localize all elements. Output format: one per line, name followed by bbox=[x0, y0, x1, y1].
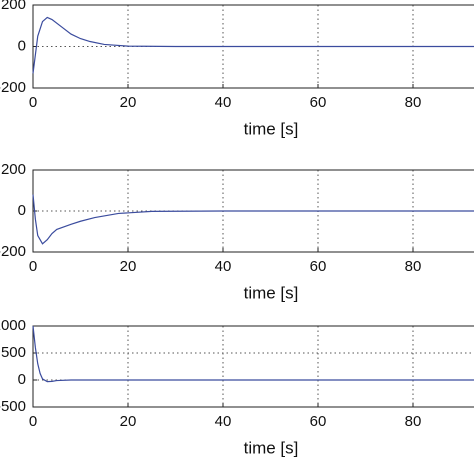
x-axis-label: time [s] bbox=[244, 119, 299, 138]
x-tick-label: 20 bbox=[120, 258, 137, 275]
y-tick-label: 0 bbox=[18, 371, 26, 388]
x-tick-label: 20 bbox=[120, 94, 137, 111]
x-tick-label: 40 bbox=[215, 413, 232, 430]
x-tick-label: 60 bbox=[310, 258, 327, 275]
y-tick-label: -200 bbox=[0, 243, 26, 260]
x-tick-label: 20 bbox=[120, 413, 137, 430]
y-tick-label: 200 bbox=[1, 0, 26, 13]
y-tick-label: -200 bbox=[0, 79, 26, 96]
x-tick-label: 60 bbox=[310, 413, 327, 430]
series-line bbox=[32, 194, 474, 245]
x-tick-label: 40 bbox=[215, 258, 232, 275]
series-line bbox=[32, 16, 474, 74]
y-tick-label: 0 bbox=[18, 202, 26, 219]
x-axis-label: time [s] bbox=[244, 283, 299, 302]
y-tick-label: 200 bbox=[1, 161, 26, 178]
x-tick-label: 0 bbox=[29, 258, 37, 275]
x-tick-label: 0 bbox=[29, 413, 37, 430]
x-tick-label: 0 bbox=[29, 94, 37, 111]
series-line bbox=[32, 325, 474, 383]
y-tick-label: 1000 bbox=[0, 317, 26, 334]
y-tick-label: 0 bbox=[18, 37, 26, 54]
x-tick-label: 80 bbox=[405, 94, 422, 111]
x-tick-label: 60 bbox=[310, 94, 327, 111]
plot-frame bbox=[32, 325, 474, 408]
x-tick-label: 80 bbox=[405, 413, 422, 430]
y-tick-label: -500 bbox=[0, 398, 26, 415]
x-tick-label: 40 bbox=[215, 94, 232, 111]
y-tick-label: 500 bbox=[1, 344, 26, 361]
x-tick-label: 80 bbox=[405, 258, 422, 275]
x-axis-label: time [s] bbox=[244, 438, 299, 457]
